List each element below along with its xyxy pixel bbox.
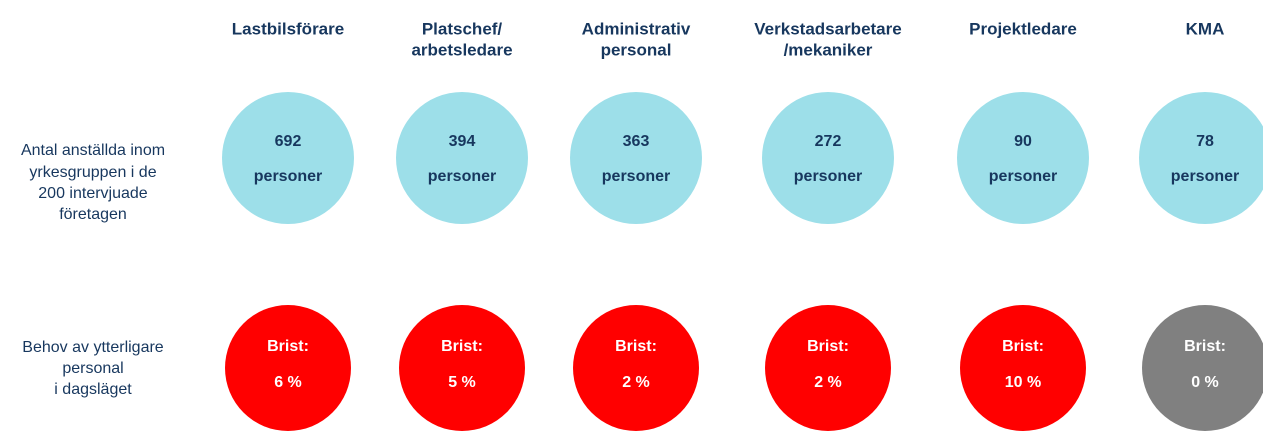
- shortage-value: 6 %: [274, 374, 302, 391]
- count-unit: personer: [254, 168, 322, 185]
- row-label: personal: [62, 360, 123, 377]
- column-header: Administrativ: [582, 19, 691, 38]
- column-header: arbetsledare: [411, 40, 512, 59]
- count: 272: [815, 133, 842, 150]
- row-label: i dagsläget: [54, 381, 132, 398]
- shortage-label: Brist:: [807, 338, 849, 355]
- column-header: KMA: [1186, 19, 1225, 38]
- column-header: personal: [601, 40, 672, 59]
- column-header: Projektledare: [969, 19, 1077, 38]
- shortage-circle: [225, 305, 351, 431]
- shortage-value: 2 %: [814, 374, 842, 391]
- shortage-circle: [960, 305, 1086, 431]
- column-header: Lastbilsförare: [232, 19, 344, 38]
- count-unit: personer: [602, 168, 670, 185]
- count-circle: [570, 92, 702, 224]
- count: 78: [1196, 133, 1214, 150]
- column-header: Platschef/: [422, 19, 503, 38]
- shortage-value: 0 %: [1191, 374, 1219, 391]
- shortage-value: 5 %: [448, 374, 476, 391]
- shortage-label: Brist:: [441, 338, 483, 355]
- row-label: Antal anställda inom: [21, 142, 165, 159]
- count-unit: personer: [989, 168, 1057, 185]
- count-unit: personer: [794, 168, 862, 185]
- shortage-label: Brist:: [267, 338, 309, 355]
- row-label: yrkesgruppen i de: [29, 164, 156, 181]
- shortage-circle: [765, 305, 891, 431]
- row-label: 200 intervjuade: [38, 185, 148, 202]
- count-circle: [396, 92, 528, 224]
- count: 394: [449, 133, 476, 150]
- count: 692: [275, 133, 302, 150]
- column-header: Verkstadsarbetare: [754, 19, 901, 38]
- count-circle: [222, 92, 354, 224]
- shortage-label: Brist:: [1184, 338, 1226, 355]
- count-circle: [957, 92, 1089, 224]
- shortage-label: Brist:: [1002, 338, 1044, 355]
- column-header: /mekaniker: [784, 40, 873, 59]
- shortage-circle: [573, 305, 699, 431]
- shortage-label: Brist:: [615, 338, 657, 355]
- row-label: företagen: [59, 206, 127, 223]
- count: 363: [623, 133, 650, 150]
- shortage-circle: [1142, 305, 1263, 431]
- count-circle: [1139, 92, 1263, 224]
- row-label: Behov av ytterligare: [22, 339, 164, 356]
- count-unit: personer: [1171, 168, 1239, 185]
- shortage-value: 10 %: [1005, 374, 1041, 391]
- shortage-value: 2 %: [622, 374, 650, 391]
- count-circle: [762, 92, 894, 224]
- count: 90: [1014, 133, 1032, 150]
- shortage-circle: [399, 305, 525, 431]
- count-unit: personer: [428, 168, 496, 185]
